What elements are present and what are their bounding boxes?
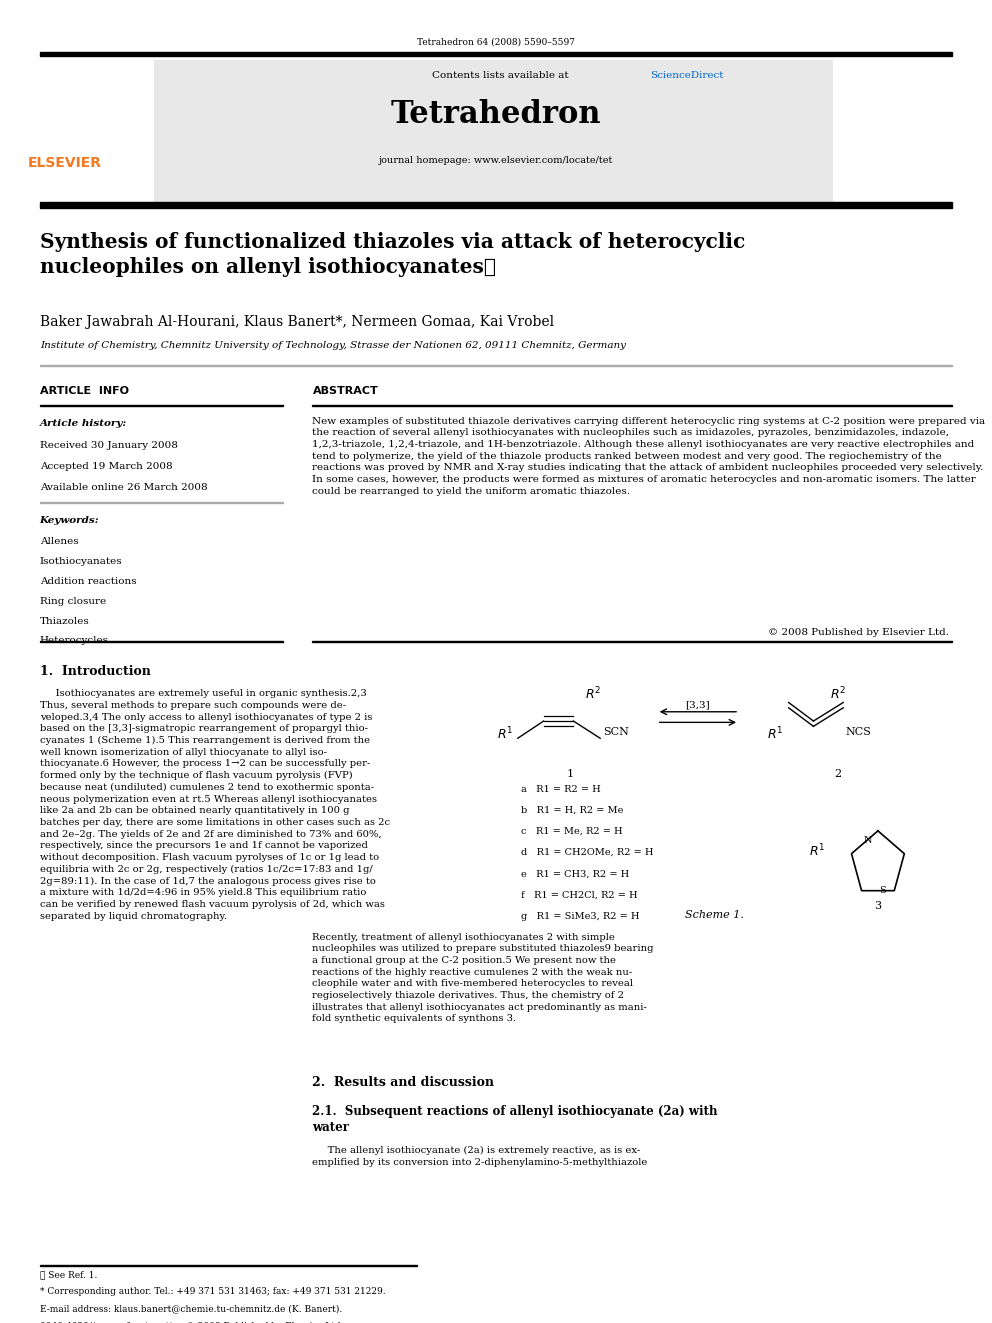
Text: Accepted 19 March 2008: Accepted 19 March 2008	[40, 462, 173, 471]
Text: Heterocycles: Heterocycles	[40, 636, 109, 646]
Text: g   R1 = SiMe3, R2 = H: g R1 = SiMe3, R2 = H	[521, 912, 639, 921]
Text: 3: 3	[874, 901, 882, 912]
Text: ARTICLE  INFO: ARTICLE INFO	[40, 386, 129, 397]
Text: * Corresponding author. Tel.: +49 371 531 31463; fax: +49 371 531 21229.: * Corresponding author. Tel.: +49 371 53…	[40, 1287, 385, 1297]
Bar	[154, 60, 833, 205]
Text: ABSTRACT: ABSTRACT	[312, 386, 378, 397]
Text: S: S	[880, 886, 886, 894]
Bar	[40, 52, 952, 56]
Text: c   R1 = Me, R2 = H: c R1 = Me, R2 = H	[521, 827, 622, 836]
Text: E-mail address: klaus.banert@chemie.tu-chemnitz.de (K. Banert).: E-mail address: klaus.banert@chemie.tu-c…	[40, 1304, 342, 1314]
Text: Thiazoles: Thiazoles	[40, 617, 89, 626]
Text: Allenes: Allenes	[40, 537, 78, 546]
Text: SCN: SCN	[603, 726, 629, 737]
Text: ScienceDirect: ScienceDirect	[650, 71, 723, 81]
Text: ★ See Ref. 1.: ★ See Ref. 1.	[40, 1270, 97, 1279]
Text: ELSEVIER: ELSEVIER	[28, 156, 101, 171]
Text: NCS: NCS	[845, 726, 871, 737]
Text: Synthesis of functionalized thiazoles via attack of heterocyclic
nucleophiles on: Synthesis of functionalized thiazoles vi…	[40, 232, 745, 277]
Text: b   R1 = H, R2 = Me: b R1 = H, R2 = Me	[521, 806, 623, 815]
Text: Tetrahedron: Tetrahedron	[391, 99, 601, 130]
Text: Recently, treatment of allenyl isothiocyanates 2 with simple
nucleophiles was ut: Recently, treatment of allenyl isothiocy…	[312, 933, 654, 1023]
Text: $R^2$: $R^2$	[585, 685, 601, 703]
Text: d   R1 = CH2OMe, R2 = H: d R1 = CH2OMe, R2 = H	[521, 848, 654, 857]
Text: $R^2$: $R^2$	[830, 685, 846, 703]
Text: New examples of substituted thiazole derivatives carrying different heterocyclic: New examples of substituted thiazole der…	[312, 417, 986, 496]
Text: Baker Jawabrah Al-Hourani, Klaus Banert*, Nermeen Gomaa, Kai Vrobel: Baker Jawabrah Al-Hourani, Klaus Banert*…	[40, 315, 554, 329]
Text: Isothiocyanates: Isothiocyanates	[40, 557, 122, 566]
Text: Scheme 1.: Scheme 1.	[684, 910, 744, 921]
Text: $R^1$: $R^1$	[768, 726, 784, 742]
Text: a   R1 = R2 = H: a R1 = R2 = H	[521, 785, 600, 794]
Text: Received 30 January 2008: Received 30 January 2008	[40, 441, 178, 450]
Text: $R^1$: $R^1$	[497, 726, 513, 742]
Text: Tetrahedron 64 (2008) 5590–5597: Tetrahedron 64 (2008) 5590–5597	[417, 37, 575, 46]
Text: 2.  Results and discussion: 2. Results and discussion	[312, 1076, 494, 1089]
Text: Available online 26 March 2008: Available online 26 March 2008	[40, 483, 207, 492]
Text: 1.  Introduction: 1. Introduction	[40, 665, 151, 679]
Bar	[40, 202, 952, 208]
Text: N: N	[864, 836, 872, 844]
Text: Keywords:: Keywords:	[40, 516, 99, 525]
Text: [3,3]: [3,3]	[685, 700, 709, 709]
Text: Isothiocyanates are extremely useful in organic synthesis.2,3
Thus, several meth: Isothiocyanates are extremely useful in …	[40, 689, 390, 921]
Text: Ring closure: Ring closure	[40, 597, 106, 606]
Text: journal homepage: www.elsevier.com/locate/tet: journal homepage: www.elsevier.com/locat…	[379, 156, 613, 165]
Text: 2.1.  Subsequent reactions of allenyl isothiocyanate (2a) with
water: 2.1. Subsequent reactions of allenyl iso…	[312, 1105, 718, 1134]
Text: Addition reactions: Addition reactions	[40, 577, 136, 586]
Text: © 2008 Published by Elsevier Ltd.: © 2008 Published by Elsevier Ltd.	[769, 628, 949, 638]
Text: 2: 2	[834, 769, 842, 779]
Text: f   R1 = CH2Cl, R2 = H: f R1 = CH2Cl, R2 = H	[521, 890, 638, 900]
Text: $R^1$: $R^1$	[809, 843, 825, 859]
Text: Institute of Chemistry, Chemnitz University of Technology, Strasse der Nationen : Institute of Chemistry, Chemnitz Univers…	[40, 341, 626, 351]
Text: Article history:: Article history:	[40, 419, 127, 429]
Text: The allenyl isothiocyanate (2a) is extremely reactive, as is ex-
emplified by it: The allenyl isothiocyanate (2a) is extre…	[312, 1146, 648, 1167]
Text: 0040-4020/$ – see front matter © 2008 Published by Elsevier Ltd.: 0040-4020/$ – see front matter © 2008 Pu…	[40, 1322, 343, 1323]
Text: e   R1 = CH3, R2 = H: e R1 = CH3, R2 = H	[521, 869, 629, 878]
Text: Contents lists available at: Contents lists available at	[432, 71, 571, 81]
Text: 1: 1	[566, 769, 574, 779]
